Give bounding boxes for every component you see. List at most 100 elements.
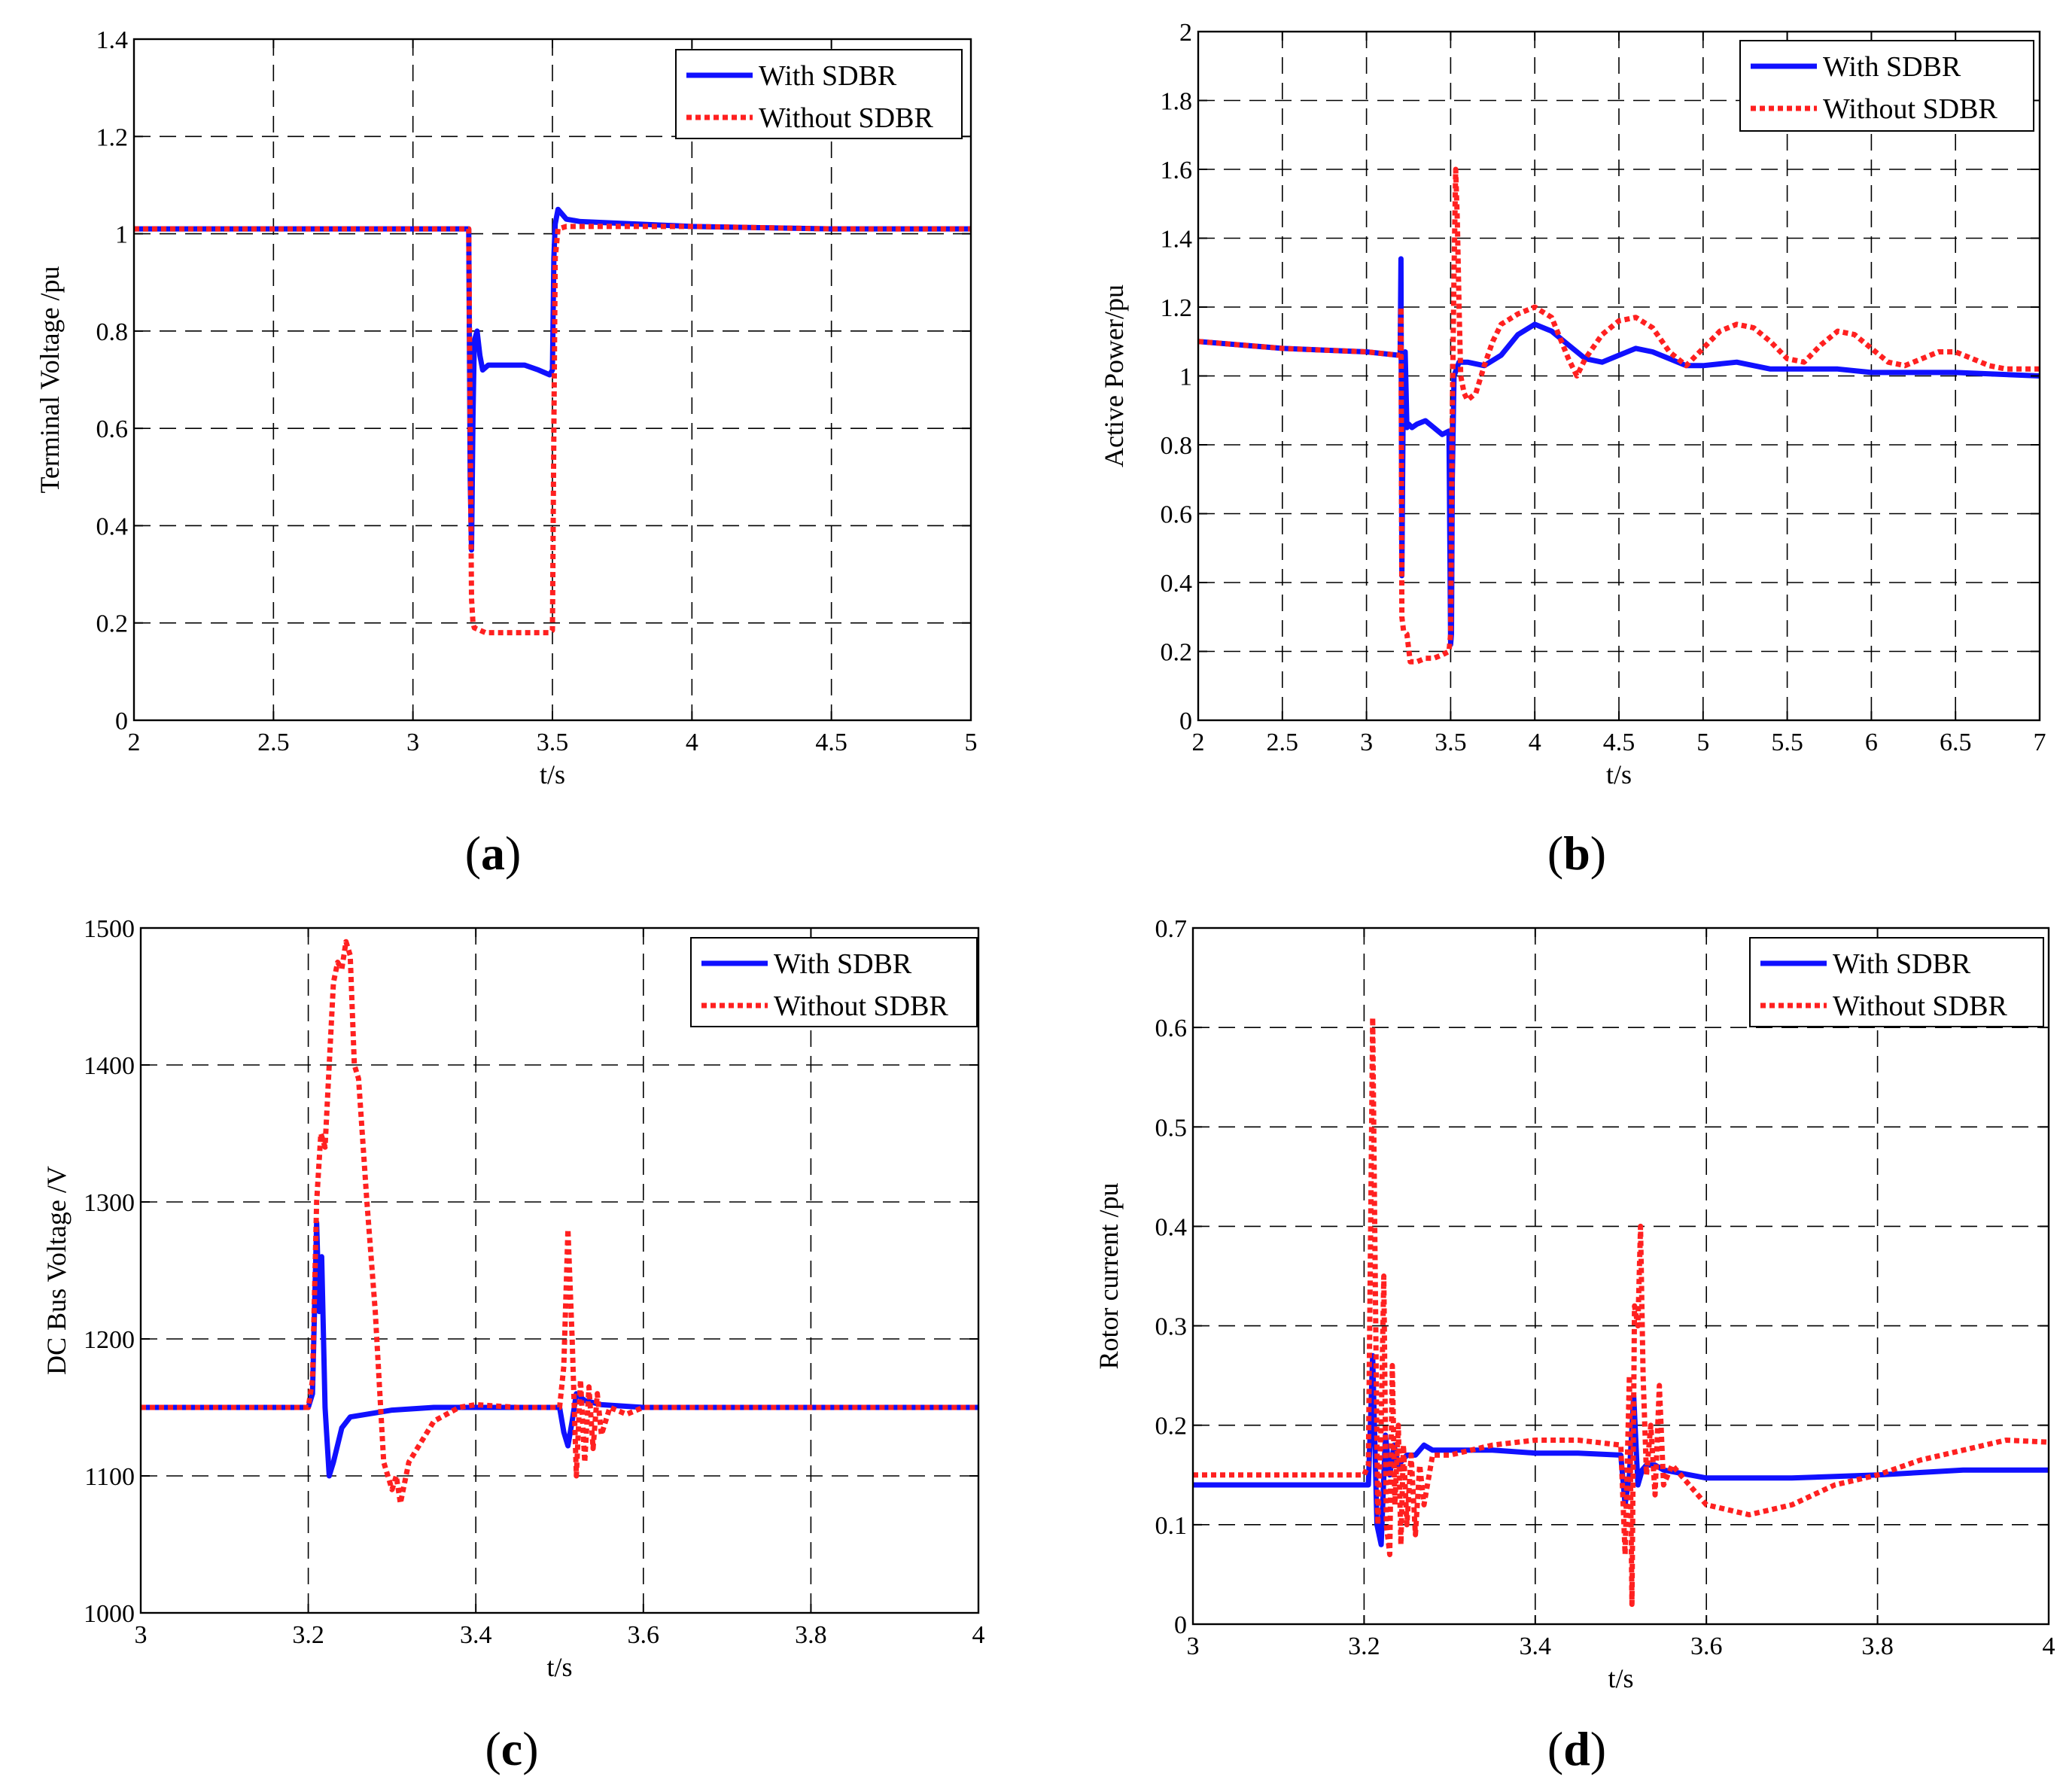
series-line-without-sdbr: [141, 939, 978, 1506]
y-tick-label: 2: [1179, 19, 1192, 47]
y-tick-label: 0.7: [1155, 915, 1188, 943]
y-tick-label: 0.4: [96, 513, 129, 540]
x-tick-label: 4: [686, 729, 698, 756]
legend-label: With SDBR: [1823, 51, 1961, 83]
legend-label: Without SDBR: [774, 990, 948, 1022]
series-line-with-sdbr: [134, 206, 971, 553]
y-tick-label: 0: [1179, 707, 1192, 735]
x-tick-label: 3.5: [1435, 729, 1467, 756]
legend-label: Without SDBR: [1833, 990, 2007, 1022]
y-tick-label: 0.5: [1155, 1114, 1188, 1142]
x-tick-label: 4: [1529, 729, 1541, 756]
y-tick-label: 1100: [84, 1463, 135, 1491]
legend-label: With SDBR: [774, 948, 912, 980]
legend: With SDBR Without SDBR: [690, 937, 978, 1027]
y-tick-label: 0: [1174, 1611, 1187, 1639]
series-line-without-sdbr: [1198, 166, 2040, 665]
panel-caption: (c): [485, 1722, 538, 1775]
y-axis-label: Terminal Voltage /pu: [35, 266, 65, 493]
x-tick-label: 3.8: [795, 1621, 827, 1649]
y-tick-label: 0.3: [1155, 1313, 1188, 1341]
y-tick-label: 1400: [84, 1052, 135, 1080]
x-tick-label: 4.5: [815, 729, 847, 756]
legend-label: With SDBR: [1833, 948, 1971, 980]
x-axis-label: t/s: [546, 1652, 572, 1682]
y-tick-label: 0.4: [1155, 1213, 1188, 1241]
chart-panel-a: 2 2.5 3 3.5 4 4.5 5 0 0.2 0.4 0.6 0.8 1 1.2 1.4 t/s Term…: [35, 26, 978, 880]
y-tick-label: 0.2: [1161, 639, 1193, 667]
y-tick-label: 1200: [84, 1326, 135, 1354]
chart-panel-d: 3 3.2 3.4 3.6 3.8 4 0 0.1 0.2 0.3 0.4 0.5 0.6 0.7 t/s R…: [1094, 915, 2055, 1775]
series-line-with-sdbr: [141, 1219, 978, 1479]
x-tick-label: 2.5: [1267, 729, 1299, 756]
x-axis-label: t/s: [540, 759, 565, 790]
x-tick-label: 3: [135, 1621, 148, 1649]
x-tick-label: 6: [1865, 729, 1878, 756]
legend-label: Without SDBR: [759, 102, 933, 134]
x-axis-label: t/s: [1608, 1663, 1633, 1693]
panel-caption: (b): [1547, 826, 1606, 880]
x-tick-label: 3.4: [460, 1621, 492, 1649]
series-line-without-sdbr: [134, 224, 971, 636]
x-axis-label: t/s: [1606, 759, 1632, 790]
y-tick-label: 0.6: [1155, 1015, 1188, 1042]
y-tick-label: 0: [115, 707, 128, 735]
y-tick-label: 1300: [84, 1189, 135, 1217]
x-tick-label: 3.6: [1690, 1632, 1723, 1660]
panel-caption: (d): [1547, 1722, 1606, 1775]
chart-panel-c: 3 3.2 3.4 3.6 3.8 4 1000 1100 1200 1300 1400 1500 t/…: [41, 915, 985, 1775]
y-tick-label: 1000: [84, 1600, 135, 1628]
legend-box: [690, 937, 978, 1027]
legend: With SDBR Without SDBR: [1749, 937, 2044, 1027]
legend-box: [1739, 40, 2034, 132]
y-tick-label: 0.1: [1155, 1512, 1188, 1540]
plot-area: [141, 928, 978, 1613]
y-tick-label: 0.2: [1155, 1413, 1188, 1441]
y-axis-label: Rotor current /pu: [1094, 1183, 1124, 1370]
legend-box: [675, 49, 963, 139]
y-tick-label: 1500: [84, 915, 135, 943]
y-tick-label: 1.4: [1161, 226, 1193, 254]
series-line-without-sdbr: [1193, 1015, 2049, 1608]
y-tick-label: 1.6: [1161, 157, 1193, 184]
plot-frame: [139, 926, 980, 1614]
x-tick-label: 3.5: [537, 729, 569, 756]
plot-frame: [1191, 926, 2050, 1626]
x-tick-label: 5: [1696, 729, 1709, 756]
y-tick-label: 0.8: [1161, 432, 1193, 460]
legend: With SDBR Without SDBR: [675, 49, 963, 139]
legend: With SDBR Without SDBR: [1739, 40, 2034, 132]
panel-caption: (a): [465, 826, 522, 880]
y-tick-label: 1.2: [1161, 294, 1193, 322]
y-tick-label: 0.6: [1161, 501, 1193, 529]
legend-label: With SDBR: [759, 60, 897, 92]
y-tick-label: 1.8: [1161, 88, 1193, 116]
y-tick-label: 1: [1179, 364, 1192, 391]
x-tick-label: 2: [1192, 729, 1205, 756]
x-tick-label: 4: [2043, 1632, 2055, 1660]
y-tick-label: 1.4: [96, 26, 129, 54]
x-tick-label: 5: [965, 729, 978, 756]
x-tick-label: 3.8: [1861, 1632, 1894, 1660]
legend-box: [1749, 937, 2044, 1027]
x-tick-label: 3: [1360, 729, 1373, 756]
x-tick-label: 4.5: [1603, 729, 1635, 756]
y-axis-label: DC Bus Voltage /V: [41, 1166, 72, 1375]
y-tick-label: 0.4: [1161, 570, 1193, 598]
x-tick-label: 3.6: [628, 1621, 660, 1649]
series-line-with-sdbr: [1198, 256, 2040, 647]
plot-area: [1193, 928, 2049, 1624]
x-tick-label: 5.5: [1771, 729, 1803, 756]
legend-label: Without SDBR: [1823, 93, 1998, 125]
x-tick-label: 3.4: [1520, 1632, 1552, 1660]
y-axis-label: Active Power/pu: [1099, 284, 1129, 467]
y-tick-label: 0.8: [96, 318, 129, 346]
y-tick-label: 0.6: [96, 415, 129, 443]
y-tick-label: 1: [115, 221, 128, 249]
x-tick-label: 3.2: [1348, 1632, 1380, 1660]
x-tick-label: 7: [2034, 729, 2046, 756]
x-tick-label: 2: [128, 729, 141, 756]
x-tick-label: 4: [972, 1621, 985, 1649]
chart-panel-b: 2 2.5 3 3.5 4 4.5 5 5.5 6 6.5 7 0 0.2 0.4 0.6 0.8 1 1.2 1.…: [1099, 19, 2046, 880]
